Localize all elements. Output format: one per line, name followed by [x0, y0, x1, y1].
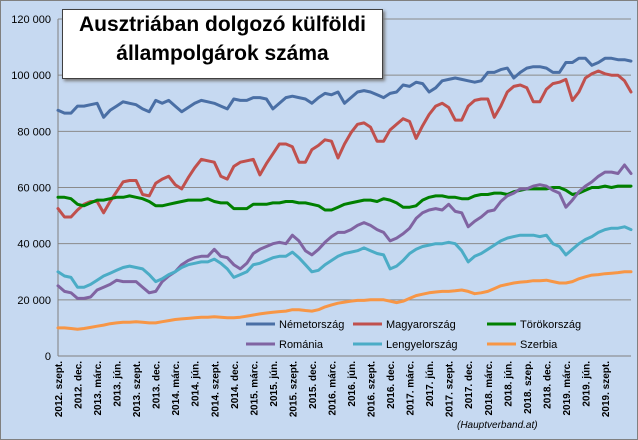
y-tick-label: 100 000 [11, 70, 51, 82]
legend-label: Németország [279, 319, 344, 331]
legend-label: Románia [279, 339, 324, 351]
x-tick-label: 2015. márc. [249, 361, 260, 416]
x-tick-label: 2013. jún. [113, 361, 124, 407]
series-line [56, 225, 633, 289]
x-tick-label: 2018. szep. [523, 361, 534, 414]
y-tick-label: 60 000 [17, 183, 51, 195]
x-tick-label: 2019. márc. [562, 361, 573, 416]
y-tick-label: 20 000 [17, 295, 51, 307]
x-tick-label: 2015. szept. [288, 361, 299, 417]
y-tick-label: 80 000 [17, 126, 51, 138]
series-line [56, 184, 633, 212]
chart-title: Ausztriában dolgozó külföldi állampolgár… [62, 9, 383, 79]
x-tick-label: 2018. márc. [484, 361, 495, 416]
series-line [56, 56, 633, 119]
x-tick-label: 2018. jún. [503, 361, 514, 407]
legend-label: Szerbia [520, 339, 558, 351]
x-tick-label: 2017. márc. [406, 361, 417, 416]
y-tick-label: 0 [45, 351, 51, 363]
x-tick-label: 2014. márc. [171, 361, 182, 416]
x-tick-label: 2017. dec. [464, 361, 475, 409]
legend-label: Magyarország [386, 319, 456, 331]
x-tick-label: 2015. dec. [308, 361, 319, 409]
x-tick-label: 2014. jún. [191, 361, 202, 407]
source-note: (Hauptverband.at) [457, 420, 538, 431]
series-line [56, 163, 633, 300]
series-line [56, 270, 633, 331]
x-tick-label: 2016. márc. [327, 361, 338, 416]
x-tick-label: 2016. szept. [367, 361, 378, 417]
x-tick-label: 2015. jún. [269, 361, 280, 407]
x-tick-label: 2016. jún. [347, 361, 358, 407]
x-tick-label: 2016. dec. [386, 361, 397, 409]
title-line-1: Ausztriában dolgozó külföldi [79, 13, 366, 36]
x-tick-label: 2013. márc. [93, 361, 104, 416]
legend-label: Lengyelország [386, 339, 458, 351]
x-tick-label: 2017. szept. [445, 361, 456, 417]
y-tick-label: 40 000 [17, 239, 51, 251]
x-tick-label: 2012. dec. [74, 361, 85, 409]
series-line [56, 69, 633, 219]
x-tick-label: 2019. szept. [601, 361, 612, 417]
x-tick-label: 2017. jún. [425, 361, 436, 407]
y-tick-label: 120 000 [11, 14, 51, 26]
legend-label: Törökország [520, 319, 581, 331]
x-tick-label: 2013. szept. [132, 361, 143, 417]
x-tick-label: 2014. szept. [210, 361, 221, 417]
title-line-2: állampolgárok száma [116, 42, 329, 65]
x-tick-label: 2013. dec. [152, 361, 163, 409]
x-tick-label: 2018. dec. [542, 361, 553, 409]
x-tick-label: 2014. dec. [230, 361, 241, 409]
x-tick-label: 2019. jún. [581, 361, 592, 407]
x-tick-label: 2012. szept. [54, 361, 65, 417]
